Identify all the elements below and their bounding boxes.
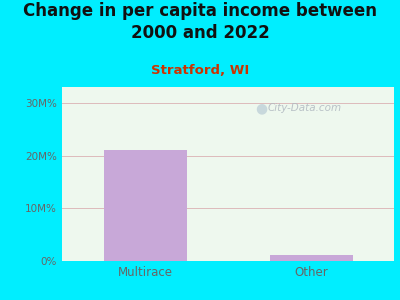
Text: ●: ● [255, 101, 267, 115]
Text: Stratford, WI: Stratford, WI [151, 64, 249, 76]
Text: Change in per capita income between
2000 and 2022: Change in per capita income between 2000… [23, 2, 377, 42]
Bar [270, 255, 352, 261]
Bar [104, 150, 186, 261]
Text: City-Data.com: City-Data.com [267, 103, 342, 113]
